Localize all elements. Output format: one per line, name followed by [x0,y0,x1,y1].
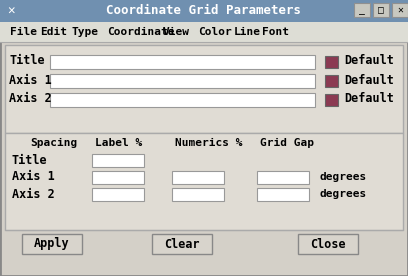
Bar [325,94,338,106]
Text: Axis 1: Axis 1 [12,171,55,184]
Bar [257,171,309,184]
Bar [92,171,144,184]
Bar [0,0,408,22]
Bar [22,234,82,254]
Bar [172,171,224,184]
Bar [50,55,315,69]
Text: Color: Color [198,27,232,37]
Text: Edit: Edit [40,27,67,37]
Bar [0,22,408,42]
Text: Grid Gap: Grid Gap [260,138,314,148]
Bar [152,234,212,254]
Text: _: _ [359,5,365,15]
Text: Apply: Apply [34,238,70,251]
Bar [5,45,403,133]
Text: Default: Default [344,54,394,68]
Text: Coordinate Grid Parameters: Coordinate Grid Parameters [106,4,302,17]
Text: ✕: ✕ [397,5,403,15]
Text: Line: Line [234,27,261,37]
Bar [257,188,309,201]
Bar [172,188,224,201]
Bar [50,74,315,88]
Text: Default: Default [344,92,394,105]
Text: Type: Type [72,27,99,37]
Text: Axis 2: Axis 2 [12,187,55,200]
Bar [92,154,144,167]
Text: Axis 1: Axis 1 [9,73,52,86]
Text: View: View [163,27,190,37]
Bar [325,56,338,68]
Text: degrees: degrees [320,172,367,182]
Text: Clear: Clear [164,238,200,251]
Text: Close: Close [310,238,346,251]
Text: ✕: ✕ [7,4,15,17]
Bar [325,75,338,87]
Bar [5,133,403,230]
Text: Numerics %: Numerics % [175,138,242,148]
Text: Default: Default [344,73,394,86]
Text: □: □ [378,5,384,15]
Bar [354,3,370,17]
Text: Spacing: Spacing [30,138,77,148]
Text: degrees: degrees [320,189,367,199]
Bar [373,3,389,17]
Bar [392,3,408,17]
Text: File: File [10,27,37,37]
Text: Title: Title [12,153,48,166]
Bar [92,188,144,201]
Bar [298,234,358,254]
Text: Label %: Label % [95,138,142,148]
Bar [50,93,315,107]
Text: Coordinate: Coordinate [107,27,175,37]
Text: Axis 2: Axis 2 [9,92,52,105]
Text: Font: Font [262,27,289,37]
Text: Title: Title [9,54,44,68]
